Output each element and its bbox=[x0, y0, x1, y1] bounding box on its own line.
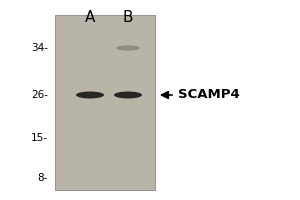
Text: 15-: 15- bbox=[31, 133, 48, 143]
Text: SCAMP4: SCAMP4 bbox=[178, 88, 240, 102]
Text: A: A bbox=[85, 10, 95, 25]
Ellipse shape bbox=[116, 46, 140, 50]
Text: 26-: 26- bbox=[31, 90, 48, 100]
Text: 8-: 8- bbox=[38, 173, 48, 183]
Bar bbox=[55, 15, 155, 190]
Ellipse shape bbox=[76, 92, 104, 98]
Text: B: B bbox=[123, 10, 133, 25]
Text: 34-: 34- bbox=[31, 43, 48, 53]
Ellipse shape bbox=[114, 92, 142, 98]
